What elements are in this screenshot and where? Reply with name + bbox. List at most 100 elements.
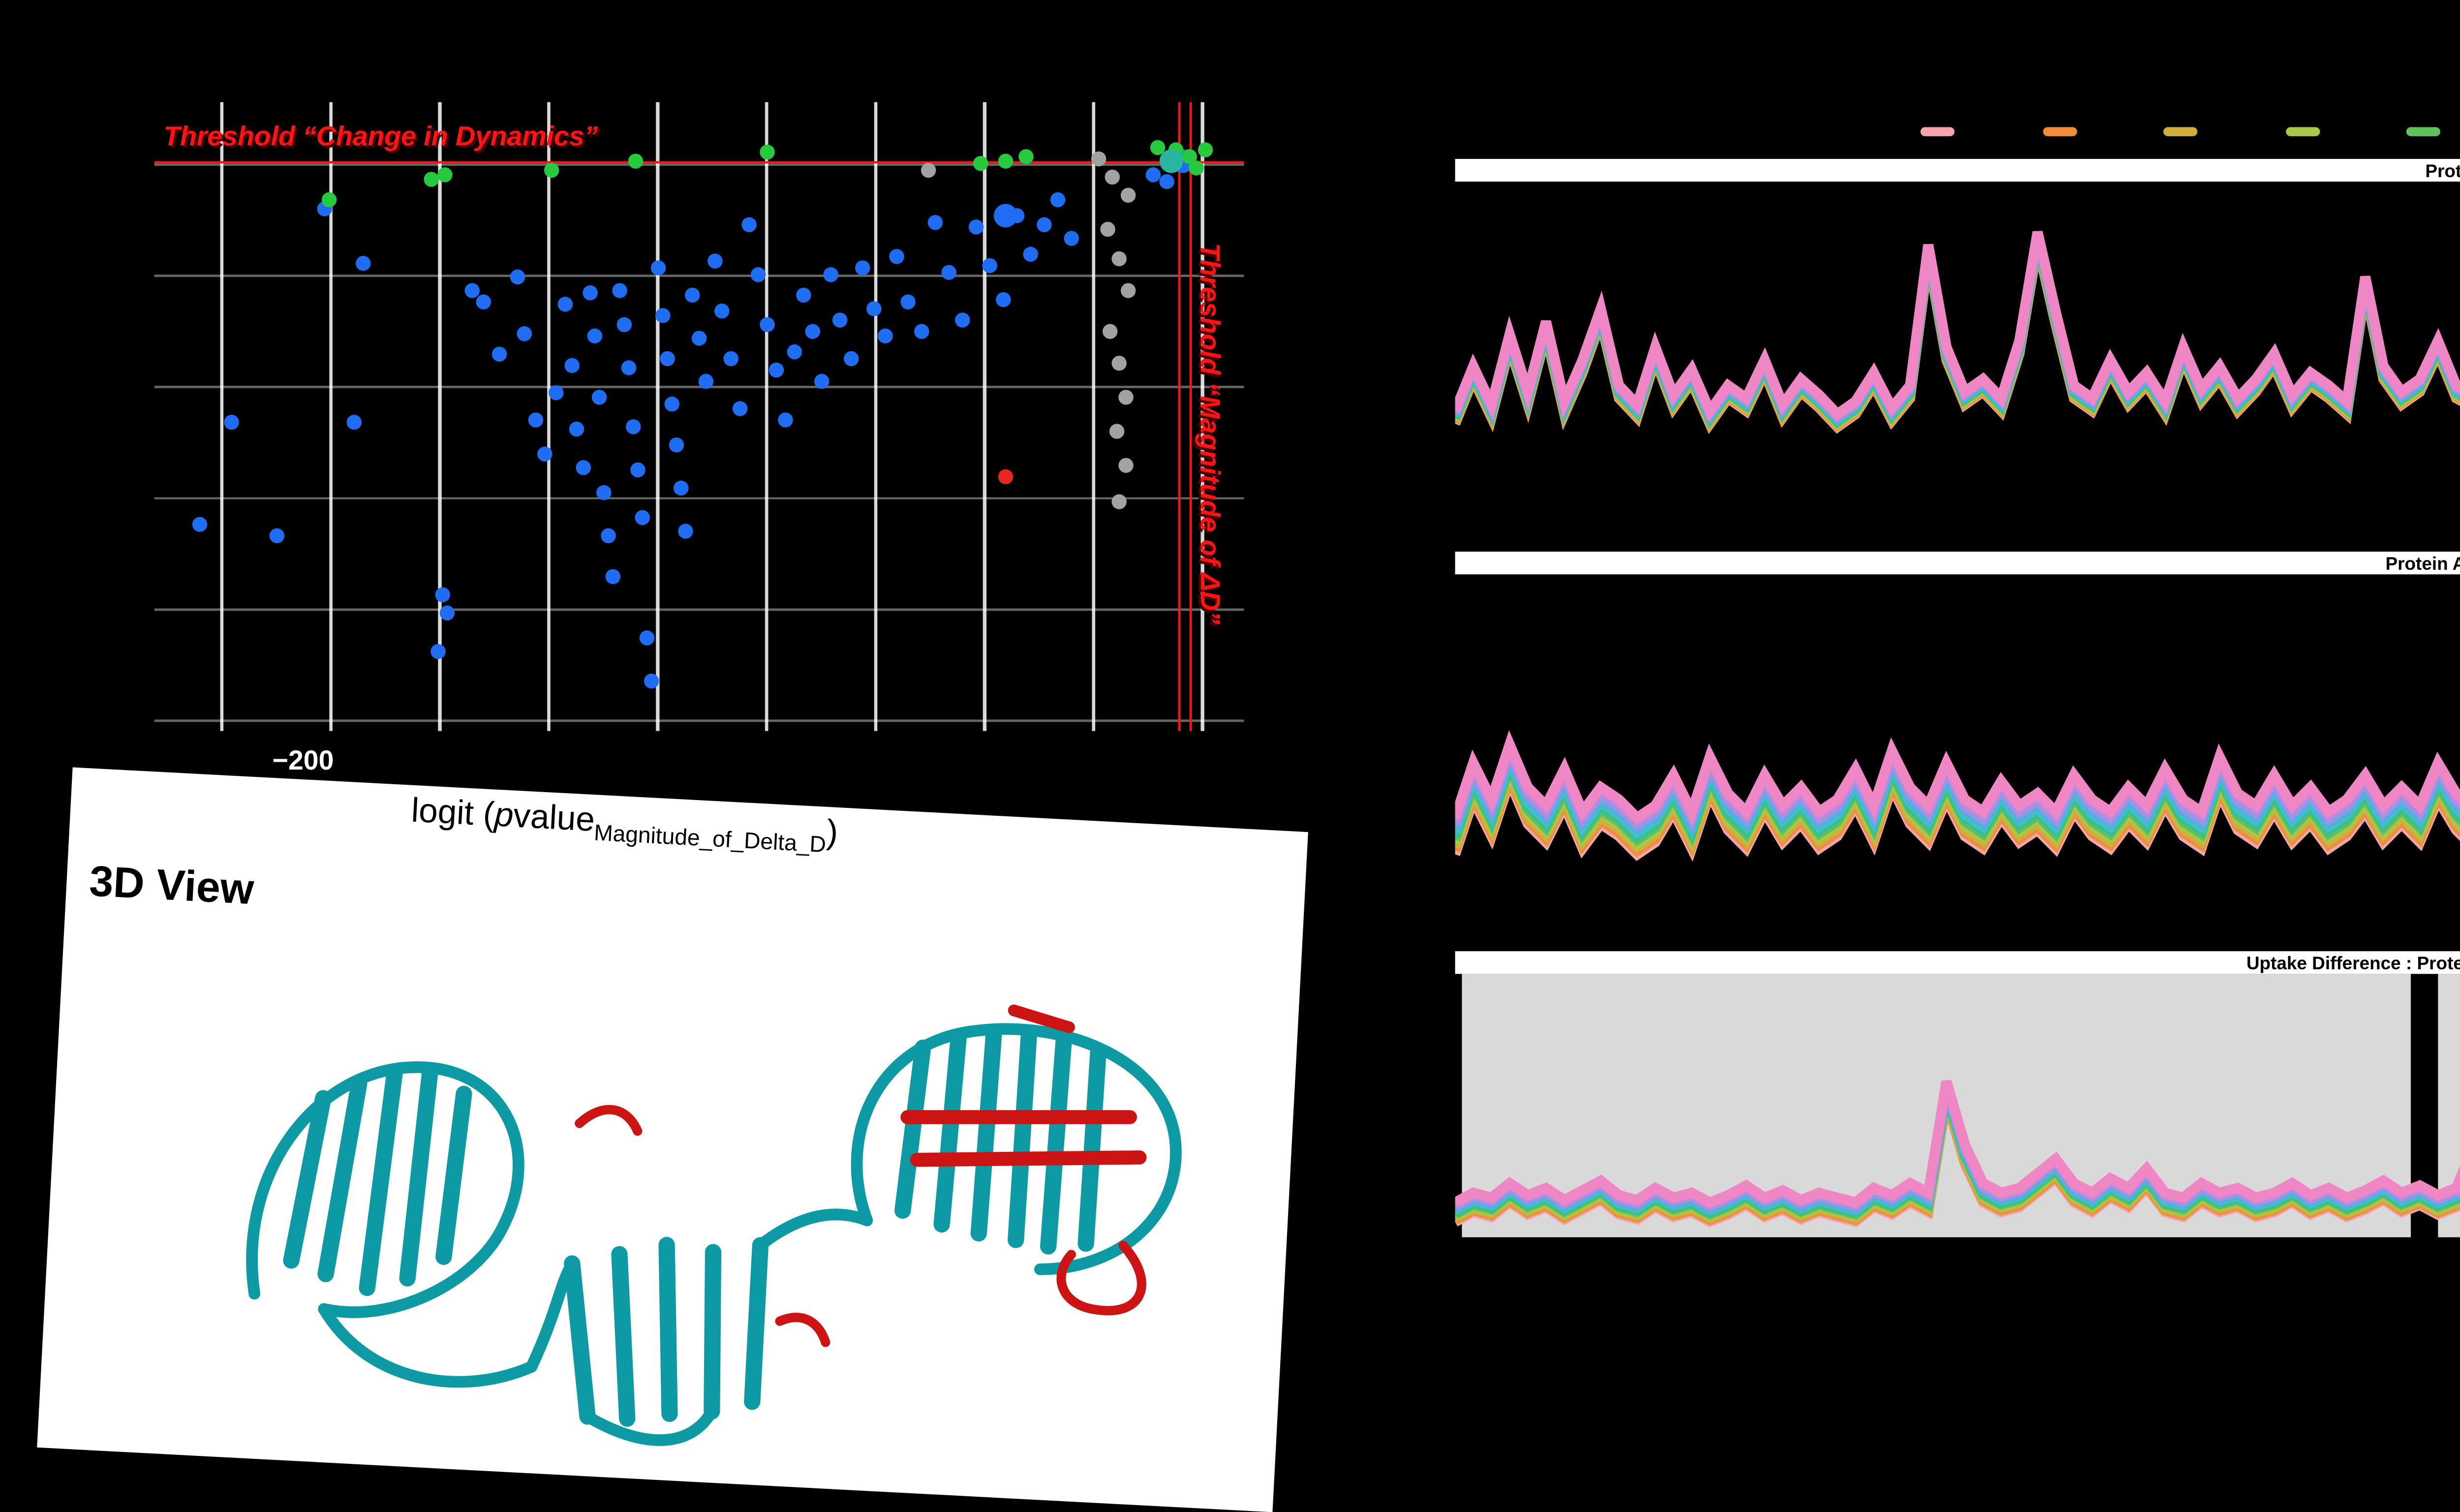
scatter-point[interactable]: [832, 312, 848, 328]
scatter-point[interactable]: [1050, 192, 1066, 208]
scatter-point[interactable]: [557, 297, 573, 312]
scatter-point[interactable]: [626, 419, 641, 434]
scatter-point[interactable]: [669, 437, 684, 453]
scatter-point[interactable]: [1198, 142, 1213, 157]
scatter-point[interactable]: [612, 283, 627, 298]
scatter-point[interactable]: [517, 326, 532, 341]
scatter-point[interactable]: [889, 249, 904, 264]
scatter-point[interactable]: [927, 215, 943, 230]
scatter-point[interactable]: [814, 373, 830, 389]
scatter-point[interactable]: [583, 285, 598, 301]
scatter-point[interactable]: [1118, 390, 1134, 405]
uptake-trace[interactable]: [1455, 232, 2460, 414]
scatter-point[interactable]: [346, 414, 362, 430]
scatter-point[interactable]: [192, 517, 208, 532]
scatter-point[interactable]: [492, 346, 507, 362]
volcano-scatter[interactable]: [154, 102, 1244, 731]
scatter-point[interactable]: [564, 358, 580, 373]
scatter-point[interactable]: [843, 351, 859, 367]
scatter-point[interactable]: [787, 344, 802, 360]
scatter-point[interactable]: [760, 144, 775, 160]
scatter-point[interactable]: [628, 154, 644, 169]
scatter-point[interactable]: [685, 287, 700, 303]
volcano-plot-area[interactable]: Threshold “Change in Dynamics” Threshold…: [154, 102, 1244, 731]
scatter-point[interactable]: [732, 401, 748, 416]
scatter-point[interactable]: [430, 644, 446, 659]
scatter-point[interactable]: [993, 204, 1017, 228]
scatter-point[interactable]: [1018, 149, 1034, 164]
scatter-point[interactable]: [968, 219, 984, 235]
scatter-point[interactable]: [778, 412, 793, 428]
scatter-point[interactable]: [723, 351, 738, 367]
scatter-point[interactable]: [1111, 356, 1127, 371]
uptake-trace[interactable]: [1455, 1081, 2460, 1203]
scatter-point[interactable]: [616, 317, 632, 333]
scatter-point[interactable]: [224, 414, 239, 430]
uptake-chart-protein-a[interactable]: [1455, 186, 2460, 533]
scatter-point[interactable]: [1150, 140, 1166, 155]
scatter-point[interactable]: [998, 469, 1014, 485]
scatter-point[interactable]: [528, 412, 544, 428]
scatter-point[interactable]: [587, 328, 603, 344]
scatter-point[interactable]: [941, 265, 956, 280]
scatter-point[interactable]: [644, 673, 659, 689]
scatter-point[interactable]: [655, 308, 671, 323]
uptake-trace[interactable]: [1455, 635, 2460, 818]
scatter-point[interactable]: [1091, 151, 1107, 167]
scatter-point[interactable]: [476, 294, 491, 309]
scatter-point[interactable]: [537, 446, 553, 462]
scatter-point[interactable]: [1064, 231, 1079, 246]
scatter-point[interactable]: [1037, 217, 1052, 233]
scatter-point[interactable]: [921, 162, 936, 178]
scatter-point[interactable]: [750, 267, 766, 282]
scatter-point[interactable]: [1111, 251, 1127, 267]
scatter-point[interactable]: [630, 462, 646, 478]
scatter-point[interactable]: [691, 331, 707, 346]
scatter-point[interactable]: [1189, 160, 1204, 176]
scatter-point[interactable]: [437, 167, 453, 183]
scatter-point[interactable]: [1109, 424, 1125, 439]
scatter-point[interactable]: [855, 260, 870, 276]
scatter-point[interactable]: [439, 605, 455, 620]
scatter-point[interactable]: [510, 269, 525, 285]
scatter-point[interactable]: [1118, 458, 1134, 473]
scatter-point[interactable]: [673, 480, 689, 496]
scatter-point[interactable]: [549, 385, 564, 401]
scatter-point[interactable]: [435, 587, 450, 603]
scatter-point[interactable]: [1159, 174, 1174, 189]
scatter-point[interactable]: [1120, 187, 1136, 203]
scatter-point[interactable]: [996, 292, 1011, 308]
scatter-point[interactable]: [900, 294, 916, 309]
scatter-point[interactable]: [1145, 167, 1161, 183]
scatter-point[interactable]: [1159, 149, 1183, 173]
scatter-point[interactable]: [569, 421, 584, 437]
scatter-point[interactable]: [1120, 283, 1136, 298]
scatter-point[interactable]: [464, 283, 480, 298]
scatter-point[interactable]: [591, 390, 607, 405]
scatter-point[interactable]: [544, 162, 559, 178]
scatter-point[interactable]: [1102, 324, 1118, 339]
scatter-point[interactable]: [982, 258, 997, 274]
scatter-point[interactable]: [878, 328, 893, 344]
scatter-point[interactable]: [660, 351, 675, 367]
scatter-point[interactable]: [601, 528, 616, 544]
scatter-point[interactable]: [714, 303, 730, 319]
scatter-point[interactable]: [760, 317, 775, 333]
scatter-point[interactable]: [707, 253, 723, 269]
scatter-point[interactable]: [914, 324, 929, 339]
scatter-point[interactable]: [769, 362, 784, 378]
scatter-point[interactable]: [424, 172, 439, 187]
scatter-point[interactable]: [866, 301, 882, 316]
scatter-point[interactable]: [605, 569, 620, 585]
scatter-point[interactable]: [635, 510, 650, 525]
scatter-point[interactable]: [1182, 149, 1197, 164]
scatter-point[interactable]: [650, 260, 666, 276]
scatter-point[interactable]: [998, 154, 1014, 169]
scatter-point[interactable]: [1023, 247, 1038, 262]
scatter-point[interactable]: [639, 630, 655, 646]
scatter-point[interactable]: [973, 155, 988, 171]
scatter-point[interactable]: [321, 192, 337, 208]
scatter-point[interactable]: [664, 397, 679, 412]
protein-structure-viewer[interactable]: [83, 919, 1277, 1502]
scatter-point[interactable]: [621, 360, 637, 375]
